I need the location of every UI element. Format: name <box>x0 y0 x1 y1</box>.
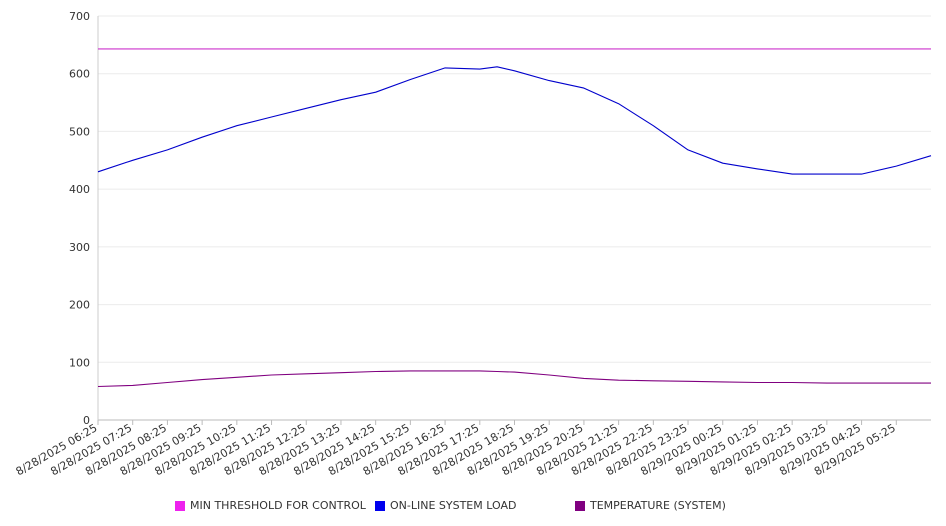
y-tick-label: 500 <box>69 125 90 138</box>
y-tick-label: 200 <box>69 299 90 312</box>
legend: MIN THRESHOLD FOR CONTROL ON-LINE SYSTEM… <box>0 499 946 513</box>
legend-swatch-min-threshold <box>175 500 185 511</box>
legend-label-temperature: TEMPERATURE (SYSTEM) <box>590 499 726 512</box>
legend-swatch-temperature <box>575 500 585 511</box>
grid-lines <box>97 15 931 421</box>
legend-label-min-threshold: MIN THRESHOLD FOR CONTROL <box>190 499 366 512</box>
y-tick-label: 600 <box>69 68 90 81</box>
series-line-temperature-system <box>97 370 931 388</box>
y-tick-label: 100 <box>69 356 90 369</box>
legend-swatch-system-load <box>375 500 385 511</box>
series-line-on-line-system-load <box>97 66 932 175</box>
y-tick-label: 700 <box>69 10 90 23</box>
legend-item-min-threshold: MIN THRESHOLD FOR CONTROL <box>175 499 366 512</box>
x-axis: 8/28/2025 06:258/28/2025 07:258/28/2025 … <box>14 420 898 478</box>
y-tick-label: 0 <box>83 414 90 427</box>
legend-item-system-load: ON-LINE SYSTEM LOAD <box>375 499 516 512</box>
y-tick-label: 400 <box>69 183 90 196</box>
y-tick-label: 300 <box>69 241 90 254</box>
y-axis: 0 100 200 300 400 500 600 700 <box>69 10 90 427</box>
legend-label-system-load: ON-LINE SYSTEM LOAD <box>390 499 517 512</box>
series-group <box>97 48 932 388</box>
legend-item-temperature: TEMPERATURE (SYSTEM) <box>575 499 726 512</box>
